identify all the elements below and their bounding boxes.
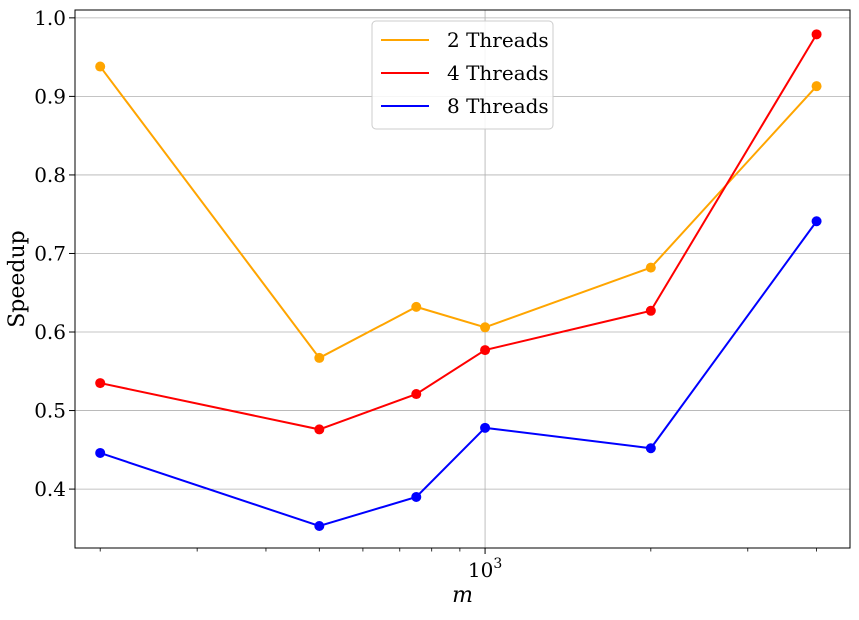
data-point — [411, 301, 422, 312]
series-lines — [95, 29, 822, 532]
data-point — [811, 29, 822, 40]
legend-entry-label: 4 Threads — [447, 61, 549, 85]
series-1 — [95, 61, 822, 363]
x-axis-ticks: 103 — [99, 548, 817, 582]
data-point — [95, 61, 106, 72]
data-point — [314, 352, 325, 363]
y-tick-label: 0.8 — [34, 163, 66, 187]
x-tick-label: 103 — [468, 556, 502, 582]
series-line — [99, 33, 818, 431]
legend-frame — [371, 20, 554, 130]
series-line — [99, 220, 818, 528]
legend-entry-label: 8 Threads — [447, 94, 549, 118]
data-point — [480, 422, 491, 433]
y-tick-label: 0.4 — [34, 477, 66, 501]
y-tick-label: 0.5 — [34, 399, 66, 423]
legend-entry-label: 2 Threads — [447, 28, 549, 52]
y-tick-label: 0.9 — [34, 84, 66, 108]
y-axis-label: Speedup — [5, 230, 30, 328]
data-point — [411, 389, 422, 400]
x-tick-label-exponent: 3 — [493, 556, 502, 572]
plot-area-frame — [74, 9, 851, 549]
x-axis-label: m — [452, 583, 473, 608]
y-tick-label: 0.6 — [34, 320, 66, 344]
y-axis-ticks: 0.4 0.5 0.6 0.7 0.8 0.9 1.0 — [34, 6, 75, 501]
series-3 — [95, 216, 822, 532]
data-point — [811, 216, 822, 227]
legend: 2 Threads 4 Threads 8 Threads — [371, 20, 554, 130]
data-point — [645, 305, 656, 316]
series-line — [99, 65, 818, 360]
x-tick-label-base: 10 — [468, 558, 493, 582]
series-2 — [95, 29, 822, 435]
data-point — [314, 521, 325, 532]
data-point — [645, 443, 656, 454]
y-tick-label: 0.7 — [34, 241, 66, 265]
data-point — [480, 345, 491, 356]
data-point — [645, 262, 656, 273]
data-point — [314, 424, 325, 435]
data-point — [95, 378, 106, 389]
data-point — [95, 447, 106, 458]
y-tick-label: 1.0 — [34, 6, 66, 30]
data-point — [811, 81, 822, 92]
data-point — [411, 491, 422, 502]
data-point — [480, 322, 491, 333]
